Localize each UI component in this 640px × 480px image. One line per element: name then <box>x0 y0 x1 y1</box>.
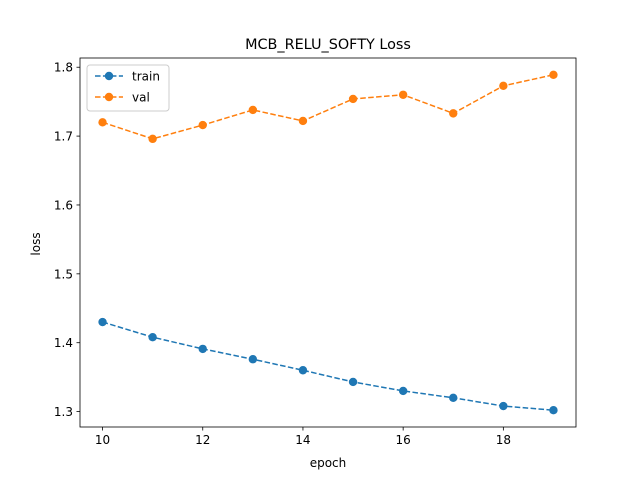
val-point <box>398 90 408 99</box>
legend-train-label: train <box>132 70 160 84</box>
val-point <box>98 118 107 127</box>
val-point <box>499 81 508 91</box>
val-point <box>148 134 157 144</box>
y-tick-label: 1.6 <box>54 198 73 212</box>
train-point <box>298 366 308 375</box>
legend-train-marker <box>104 71 114 81</box>
x-tick-label: 14 <box>295 433 310 447</box>
chart-title: MCB_RELU_SOFTY Loss <box>245 37 411 53</box>
x-tick-label: 10 <box>95 433 110 447</box>
train-series-line <box>102 321 554 411</box>
y-tick-label: 1.5 <box>54 267 73 281</box>
x-tick-label: 18 <box>496 433 511 447</box>
legend-val-marker <box>104 92 114 102</box>
plot-area: 10 12 14 16 18 1.3 1.4 1.5 1.6 1.7 1.8 <box>54 57 577 447</box>
x-tick-label: 16 <box>396 433 411 447</box>
x-tick-label: 12 <box>195 433 210 447</box>
train-point <box>499 401 508 411</box>
train-point <box>148 332 157 342</box>
train-point <box>248 355 258 364</box>
legend: train val <box>86 64 170 112</box>
train-point <box>398 386 408 396</box>
x-axis-label: epoch <box>310 456 347 470</box>
y-axis-label: loss <box>29 232 43 255</box>
val-point <box>549 70 558 80</box>
legend-val-label: val <box>132 91 150 105</box>
train-point <box>98 317 107 327</box>
train-point <box>549 406 558 415</box>
y-tick-label: 1.8 <box>54 61 73 75</box>
y-tick-label: 1.3 <box>54 405 73 419</box>
y-tick-label: 1.7 <box>54 130 73 144</box>
train-point <box>348 377 358 387</box>
train-point <box>198 344 207 354</box>
val-point <box>198 120 207 130</box>
val-series-line <box>102 74 554 140</box>
y-tick-label: 1.4 <box>54 336 73 350</box>
axes-frame <box>79 57 577 428</box>
val-point <box>449 109 458 118</box>
val-point <box>298 116 308 126</box>
val-point <box>248 105 258 115</box>
train-point <box>449 393 458 402</box>
val-point <box>348 94 358 104</box>
